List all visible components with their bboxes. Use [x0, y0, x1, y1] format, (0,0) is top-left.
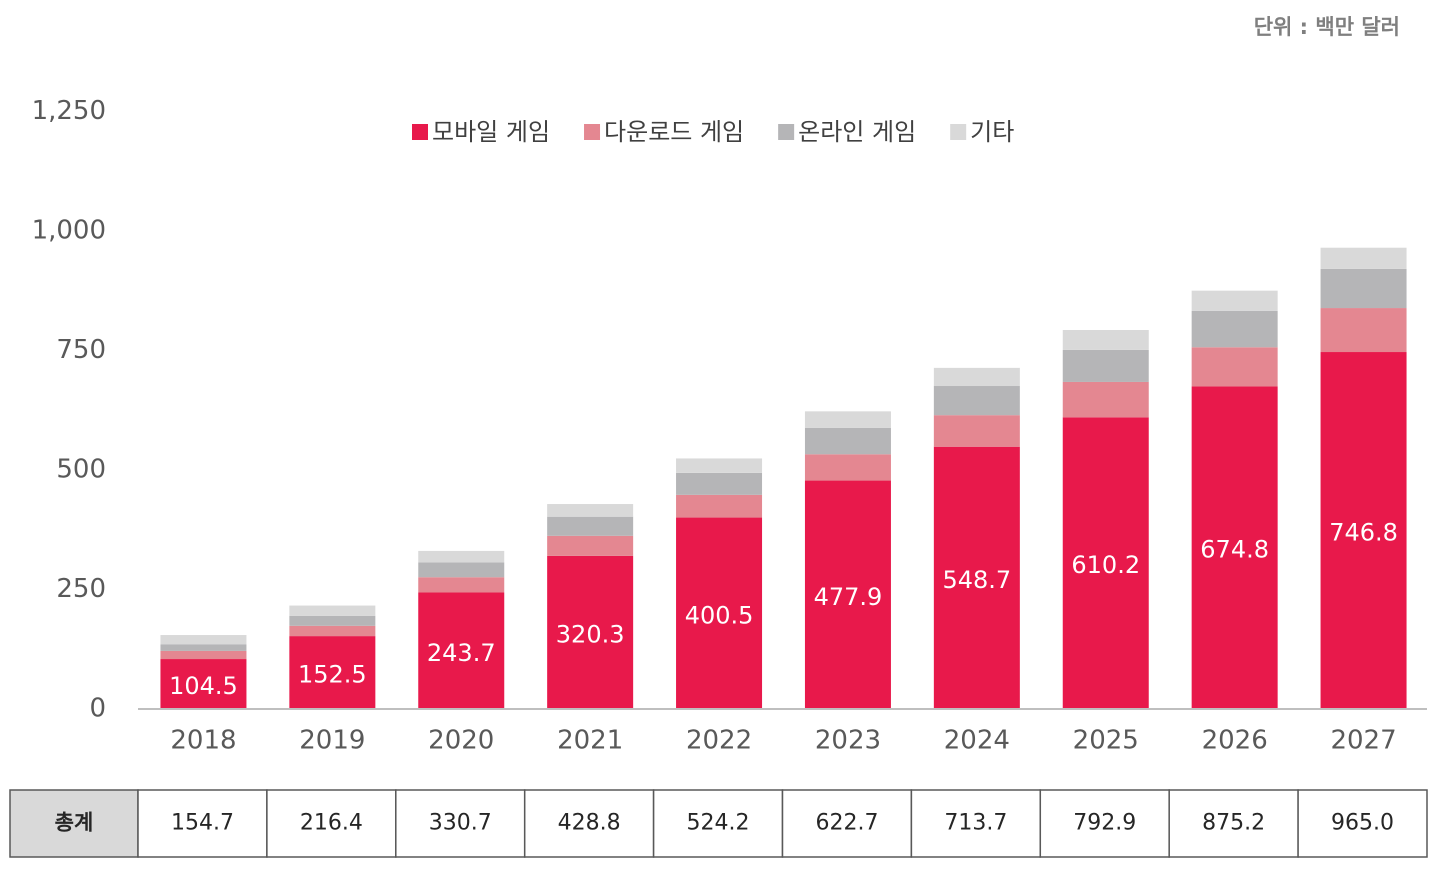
- x-tick-label: 2027: [1330, 726, 1396, 756]
- bar-segment: [1191, 290, 1278, 311]
- bar-segment: [418, 577, 505, 593]
- bar-segment: [933, 386, 1020, 416]
- bar-segment: [1320, 247, 1407, 269]
- total-value: 524.2: [687, 811, 750, 836]
- total-value: 713.7: [944, 811, 1007, 836]
- bar-segment: [1320, 308, 1407, 353]
- table-cell: [266, 789, 397, 858]
- total-value: 428.8: [558, 811, 621, 836]
- total-value: 792.9: [1073, 811, 1136, 836]
- bar-segment: [1062, 417, 1149, 709]
- bar-segment: [1191, 310, 1278, 348]
- bar-segment: [676, 494, 763, 518]
- table-cell: [1039, 789, 1170, 858]
- total-value: 875.2: [1202, 811, 1265, 836]
- bar-segment: [1062, 381, 1149, 418]
- x-tick-label: 2024: [944, 726, 1010, 756]
- bar-segment: [547, 504, 634, 517]
- bar-segment: [1191, 386, 1278, 709]
- bar-segment: [418, 562, 505, 578]
- table-header-label: 총계: [55, 811, 94, 835]
- data-label: 746.8: [1329, 519, 1398, 547]
- bar-segment: [933, 415, 1020, 447]
- bar-segment: [289, 605, 376, 616]
- bar-segment: [1191, 347, 1278, 387]
- total-value: 622.7: [815, 811, 878, 836]
- bar-segment: [1062, 329, 1149, 350]
- bar-segment: [804, 411, 891, 428]
- x-tick-label: 2021: [557, 726, 623, 756]
- table-cell: [1297, 789, 1428, 858]
- bar-segment: [1320, 352, 1407, 709]
- table-header-cell: [9, 789, 139, 858]
- bar-segment: [289, 636, 376, 709]
- data-label: 610.2: [1071, 551, 1140, 579]
- bar-segment: [289, 625, 376, 637]
- total-value: 330.7: [429, 811, 492, 836]
- legend-swatch: [950, 124, 967, 140]
- bar-segment: [804, 454, 891, 481]
- y-tick-label: 250: [56, 574, 106, 604]
- x-tick-label: 2019: [299, 726, 365, 756]
- legend-label: 기타: [970, 118, 1014, 146]
- data-label: 104.5: [169, 672, 238, 700]
- legend-label: 모바일 게임: [432, 118, 550, 146]
- bar-segment: [547, 555, 634, 709]
- x-tick-label: 2023: [815, 726, 881, 756]
- x-tick-label: 2020: [428, 726, 494, 756]
- bar-segment: [160, 650, 247, 660]
- total-value: 154.7: [171, 811, 234, 836]
- bar-segment: [289, 615, 376, 626]
- unit-note: 단위 : 백만 달러: [1254, 15, 1400, 39]
- y-tick-label: 750: [56, 335, 106, 365]
- bar-segment: [418, 550, 505, 563]
- data-label: 320.3: [556, 620, 625, 648]
- x-tick-label: 2022: [686, 726, 752, 756]
- bar-segment: [547, 516, 634, 536]
- legend-label: 온라인 게임: [798, 118, 916, 146]
- total-value: 216.4: [300, 811, 363, 836]
- data-label: 674.8: [1200, 536, 1269, 564]
- x-tick-label: 2018: [170, 726, 236, 756]
- x-tick-label: 2026: [1202, 726, 1268, 756]
- total-value: 965.0: [1331, 811, 1394, 836]
- bar-segment: [933, 446, 1020, 709]
- bar-segment: [676, 472, 763, 495]
- y-tick-label: 0: [89, 694, 106, 724]
- legend-swatch: [778, 124, 795, 140]
- data-label: 548.7: [942, 566, 1011, 594]
- table-cell: [781, 789, 913, 858]
- data-label: 400.5: [685, 601, 754, 629]
- x-tick-label: 2025: [1073, 726, 1139, 756]
- y-tick-label: 1,000: [32, 216, 106, 246]
- bar-segment: [160, 635, 247, 645]
- table-cell: [1168, 789, 1299, 858]
- data-label: 477.9: [814, 583, 883, 611]
- bar-segment: [160, 644, 247, 651]
- bar-segment: [804, 480, 891, 709]
- bar-segment: [676, 458, 763, 473]
- legend-label: 다운로드 게임: [604, 118, 744, 146]
- legend-swatch: [584, 124, 601, 140]
- bar-segment: [933, 367, 1020, 387]
- bar-segment: [804, 427, 891, 455]
- bar-segment: [1062, 349, 1149, 382]
- y-tick-label: 500: [56, 455, 106, 485]
- table-cell: [523, 789, 655, 858]
- data-label: 152.5: [298, 661, 367, 689]
- bar-segment: [1320, 268, 1407, 309]
- bar-segment: [676, 517, 763, 709]
- data-label: 243.7: [427, 639, 496, 667]
- legend-swatch: [412, 124, 428, 140]
- bar-segment: [160, 659, 247, 709]
- y-tick-label: 1,250: [32, 96, 106, 126]
- bar-segment: [547, 535, 634, 556]
- bar-segment: [418, 592, 505, 709]
